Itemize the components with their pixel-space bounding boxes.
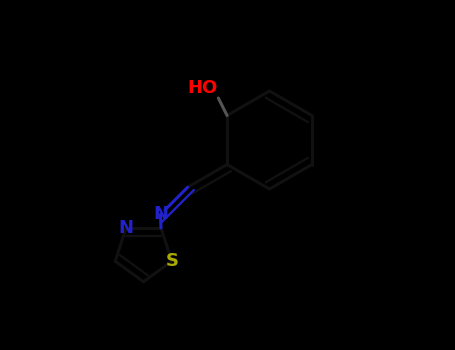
Text: S: S [165, 252, 178, 270]
Text: N: N [118, 219, 133, 237]
Text: N: N [153, 205, 168, 223]
Text: HO: HO [187, 78, 217, 97]
